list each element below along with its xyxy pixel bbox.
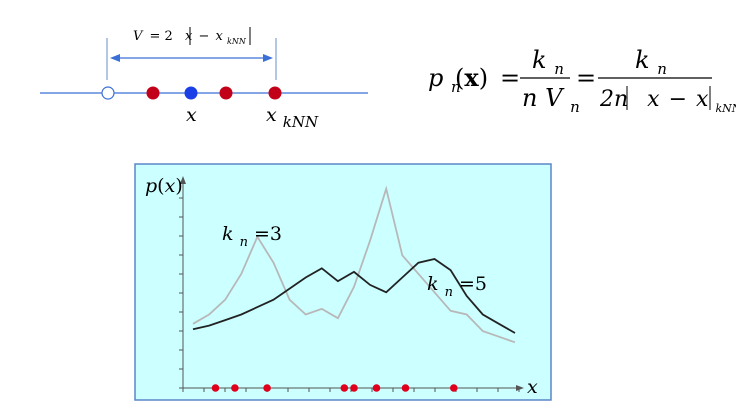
x-axis-arrow (516, 385, 524, 391)
curve-kn-5 (192, 258, 516, 334)
knn-sample-point (268, 86, 282, 100)
sample-dot (263, 384, 271, 392)
sample-point (146, 86, 160, 100)
y-axis-arrow (180, 176, 186, 184)
sample-dot (401, 384, 410, 392)
sample-point (219, 86, 233, 100)
curve-kn-3 (192, 185, 516, 344)
sample-dot (372, 384, 381, 392)
sample-points (211, 384, 458, 392)
x-axis-ticks (182, 388, 520, 392)
sample-dot (340, 384, 349, 392)
neighbor-label: x kNN (266, 104, 319, 131)
formula-eq-2: = (576, 64, 596, 92)
mirror-point (101, 86, 115, 100)
fraction-1-numerator: k n (532, 46, 564, 78)
sample-dot (350, 384, 358, 392)
sample-dot (231, 384, 239, 392)
x-axis-label: x (527, 376, 538, 398)
curve-k3-label: k n =3 (222, 223, 282, 251)
sample-dot (450, 384, 458, 392)
volume-arrow-left-head (110, 54, 120, 62)
volume-arrow-right-head (263, 54, 273, 62)
y-axis-label: p(x) (145, 175, 183, 197)
fraction-2-numerator: k n (635, 46, 667, 78)
query-point (184, 86, 198, 100)
formula-lhs: p n (428, 64, 461, 96)
query-point-label: x (186, 104, 197, 126)
volume-label: V = 2 x − x kNN (133, 29, 247, 46)
fraction-1-denominator: n V n (522, 84, 580, 116)
sample-dot (211, 384, 220, 392)
curve-k5-label: k n =5 (427, 273, 487, 301)
plot-panel (134, 163, 552, 401)
formula-lhs-arg: (x) (455, 63, 488, 92)
formula-eq-1: = (500, 64, 520, 92)
y-axis-ticks (179, 197, 183, 389)
fraction-2-denominator: 2n x − x kNN (599, 87, 736, 115)
